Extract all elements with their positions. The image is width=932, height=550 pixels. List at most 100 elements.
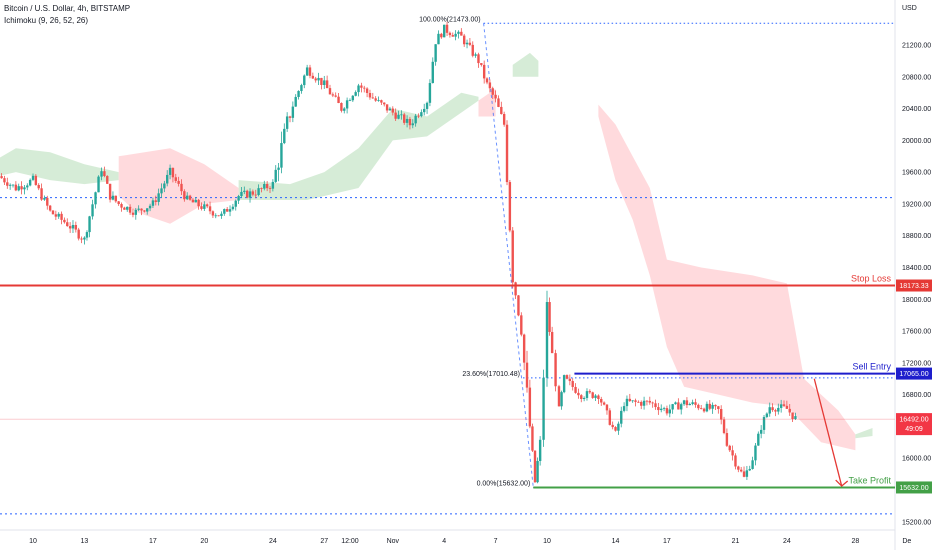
candle-body bbox=[131, 212, 135, 215]
candle-body bbox=[674, 402, 677, 405]
price-tag-label: 15632.00 bbox=[899, 485, 928, 492]
key-level-label: Stop Loss bbox=[851, 274, 892, 284]
candle-body bbox=[394, 112, 397, 119]
candle-body bbox=[480, 63, 483, 65]
candle-body bbox=[0, 176, 3, 179]
candle-body bbox=[77, 229, 80, 239]
candle-body bbox=[779, 404, 783, 408]
candle-body bbox=[74, 224, 78, 230]
indicator-label[interactable]: Ichimoku (9, 26, 52, 26) bbox=[4, 16, 89, 25]
candle-body bbox=[565, 375, 569, 379]
candle-body bbox=[166, 174, 169, 184]
candle-body bbox=[108, 183, 112, 200]
candle-body bbox=[702, 408, 706, 412]
candle-body bbox=[331, 94, 335, 96]
fib-level-label: 0.00%(15632.00) bbox=[477, 480, 531, 487]
candle-body bbox=[274, 169, 277, 182]
candle-body bbox=[705, 403, 709, 412]
x-tick-label: 21 bbox=[732, 538, 740, 545]
candle-body bbox=[411, 123, 414, 126]
candle-body bbox=[414, 115, 417, 124]
candle-body bbox=[148, 205, 152, 209]
candle-body bbox=[771, 407, 774, 411]
candle-body bbox=[560, 392, 563, 407]
candle-body bbox=[554, 353, 557, 387]
candle-body bbox=[508, 182, 512, 231]
y-tick-label: 20800.00 bbox=[902, 74, 931, 81]
candle-body bbox=[377, 100, 380, 101]
candle-body bbox=[714, 404, 717, 407]
candle-body bbox=[511, 230, 514, 283]
y-tick-label: 15200.00 bbox=[902, 519, 931, 526]
candle-body bbox=[405, 118, 409, 123]
candle-body bbox=[163, 183, 166, 189]
candle-body bbox=[514, 282, 517, 296]
ichimoku-cloud bbox=[512, 52, 539, 77]
price-tag-label: 17065.00 bbox=[899, 371, 928, 378]
candle-body bbox=[171, 167, 175, 178]
candle-body bbox=[380, 100, 383, 103]
candle-body bbox=[348, 100, 352, 102]
candle-body bbox=[520, 315, 523, 335]
x-tick-label: 13 bbox=[81, 538, 89, 545]
candle-body bbox=[751, 460, 754, 469]
candle-body bbox=[343, 108, 346, 111]
candle-body bbox=[251, 191, 255, 195]
candle-body bbox=[657, 407, 660, 411]
candle-body bbox=[103, 171, 106, 177]
x-tick-label: 14 bbox=[612, 538, 620, 545]
candle-body bbox=[637, 401, 640, 403]
candle-body bbox=[403, 114, 406, 123]
fib-level-label: 100.00%(21473.00) bbox=[419, 16, 481, 23]
candle-body bbox=[571, 381, 574, 387]
candle-body bbox=[538, 439, 542, 461]
candle-body bbox=[782, 404, 786, 406]
candle-body bbox=[517, 295, 520, 316]
countdown-timer: 49:09 bbox=[905, 426, 923, 433]
candle-body bbox=[774, 410, 777, 412]
candle-body bbox=[759, 429, 763, 434]
x-tick-label: 17 bbox=[663, 538, 671, 545]
candle-body bbox=[528, 387, 532, 427]
candle-body bbox=[525, 362, 529, 388]
candle-body bbox=[217, 215, 220, 217]
candle-body bbox=[280, 143, 283, 168]
candle-body bbox=[43, 197, 46, 200]
candle-body bbox=[277, 167, 280, 170]
candle-body bbox=[203, 204, 206, 209]
candle-body bbox=[722, 419, 726, 434]
price-tag bbox=[896, 367, 932, 380]
candle-body bbox=[777, 407, 780, 412]
candle-body bbox=[757, 433, 760, 446]
candle-body bbox=[477, 54, 480, 64]
candle-body bbox=[697, 404, 700, 409]
candle-body bbox=[334, 95, 337, 97]
x-tick-label: Nov bbox=[387, 538, 400, 545]
y-tick-label: 21200.00 bbox=[902, 43, 931, 50]
candle-body bbox=[17, 186, 20, 191]
candle-body bbox=[737, 466, 740, 470]
x-tick-label: De bbox=[902, 538, 911, 545]
price-tag bbox=[896, 279, 932, 292]
y-tick-label: 18000.00 bbox=[902, 297, 931, 304]
candle-body bbox=[191, 199, 195, 203]
candle-body bbox=[234, 200, 237, 207]
candle-body bbox=[505, 124, 509, 183]
candle-body bbox=[388, 108, 392, 111]
candle-body bbox=[662, 408, 666, 409]
candle-body bbox=[471, 44, 474, 56]
candle-body bbox=[677, 402, 680, 410]
candle-body bbox=[700, 408, 703, 410]
candle-body bbox=[28, 179, 32, 186]
candle-body bbox=[314, 78, 317, 81]
candle-body bbox=[106, 176, 109, 184]
x-tick-label: 7 bbox=[494, 538, 498, 545]
candle-body bbox=[642, 400, 646, 406]
candle-body bbox=[622, 406, 626, 411]
candle-body bbox=[445, 24, 449, 33]
candle-body bbox=[85, 232, 89, 238]
candle-body bbox=[288, 116, 292, 118]
x-tick-label: 28 bbox=[852, 538, 860, 545]
current-price-tag bbox=[896, 413, 932, 436]
